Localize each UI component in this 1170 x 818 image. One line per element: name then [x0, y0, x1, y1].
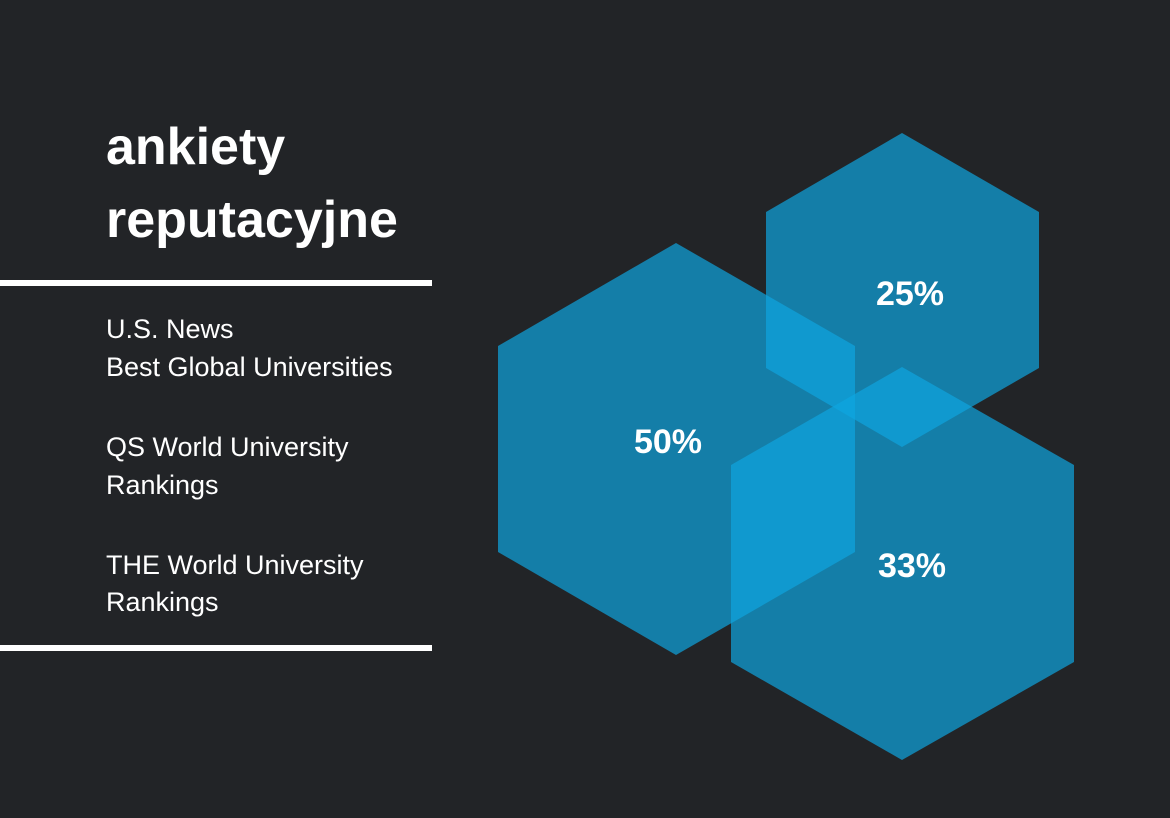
hexagon-label: 33%	[878, 547, 946, 585]
title-line: reputacyjne	[106, 191, 398, 249]
ranking-line: Rankings	[106, 470, 219, 500]
ranking-line: Best Global Universities	[106, 352, 393, 382]
hexagon-label: 50%	[634, 423, 702, 461]
ranking-line: QS World University	[106, 432, 349, 462]
ranking-line: THE World University	[106, 550, 364, 580]
divider	[0, 280, 432, 286]
title-line: ankiety	[106, 118, 285, 176]
hexagon-label: 25%	[876, 275, 944, 313]
hexagon	[766, 133, 1039, 447]
ranking-line: U.S. News	[106, 314, 234, 344]
ranking-line: Rankings	[106, 587, 219, 617]
divider	[0, 645, 432, 651]
hexagon	[731, 367, 1074, 760]
